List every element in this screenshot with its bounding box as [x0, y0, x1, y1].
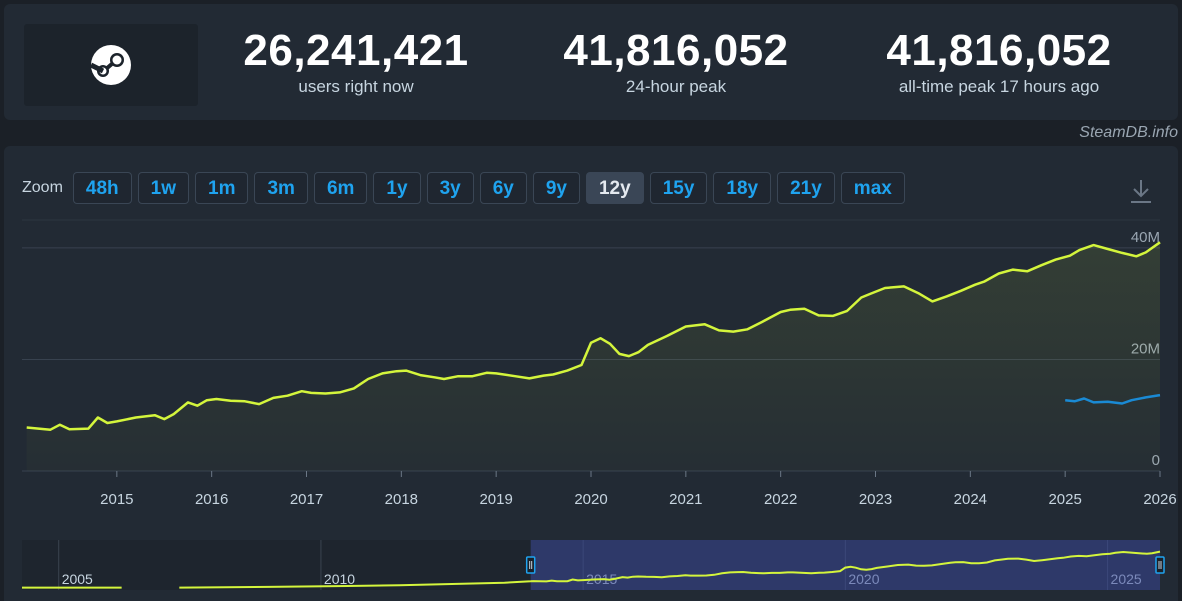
zoom-button-21y[interactable]: 21y	[777, 172, 835, 204]
y-tick-label: 40M	[1131, 229, 1160, 246]
x-tick-label: 2019	[479, 491, 512, 508]
all-time-peak-stat: 41,816,052 all-time peak 17 hours ago	[854, 26, 1144, 98]
download-button[interactable]	[1130, 178, 1152, 209]
x-tick-label: 2017	[290, 491, 323, 508]
steamdb-credit[interactable]: SteamDB.info	[1079, 124, 1178, 141]
x-tick-label: 2021	[669, 491, 702, 508]
current-users-stat: 26,241,421 users right now	[214, 26, 498, 98]
x-tick-label: 2025	[1048, 491, 1081, 508]
zoom-button-3m[interactable]: 3m	[254, 172, 308, 204]
zoom-button-48h[interactable]: 48h	[72, 172, 132, 204]
navigator-tick-label: 2010	[324, 571, 355, 587]
zoom-button-6m[interactable]: 6m	[313, 172, 368, 204]
x-tick-label: 2026	[1143, 491, 1176, 508]
zoom-button-1y[interactable]: 1y	[373, 172, 421, 204]
zoom-button-max[interactable]: max	[840, 172, 905, 204]
stats-panel: 26,241,421 users right now 41,816,052 24…	[4, 4, 1178, 120]
series-area	[26, 242, 1161, 471]
all-time-peak-label: all-time peak 17 hours ago	[898, 77, 1100, 96]
x-tick-label: 2024	[954, 491, 987, 508]
navigator-handle-left[interactable]	[525, 556, 536, 574]
all-time-peak-value: 41,816,052	[886, 26, 1112, 75]
navigator-tick-label: 2005	[62, 571, 93, 587]
zoom-button-6y[interactable]: 6y	[479, 172, 527, 204]
zoom-button-3y[interactable]: 3y	[426, 172, 474, 204]
navigator-handle-right[interactable]	[1155, 556, 1165, 574]
day-peak-stat: 41,816,052 24-hour peak	[534, 26, 818, 98]
zoom-button-12y[interactable]: 12y	[585, 172, 644, 204]
series-line-players	[26, 241, 1161, 431]
x-tick-label: 2015	[100, 491, 133, 508]
current-users-value: 26,241,421	[243, 26, 469, 75]
zoom-button-9y[interactable]: 9y	[532, 172, 580, 204]
app-logo[interactable]	[24, 24, 198, 106]
download-icon	[1131, 180, 1151, 203]
x-tick-label: 2023	[859, 491, 892, 508]
steam-logo-icon	[89, 45, 131, 85]
x-tick-label: 2018	[385, 491, 418, 508]
navigator-selection	[530, 540, 1160, 590]
current-users-label: users right now	[298, 77, 414, 96]
x-tick-label: 2022	[764, 491, 797, 508]
zoom-button-18y[interactable]: 18y	[713, 172, 772, 204]
day-peak-value: 41,816,052	[563, 26, 789, 75]
zoom-button-1m[interactable]: 1m	[195, 172, 249, 204]
day-peak-label: 24-hour peak	[625, 77, 727, 96]
series-line-secondary	[1065, 393, 1161, 405]
zoom-button-15y[interactable]: 15y	[649, 172, 708, 204]
zoom-label: Zoom	[22, 179, 63, 196]
x-tick-label: 2020	[574, 491, 607, 508]
x-tick-label: 2016	[195, 491, 228, 508]
zoom-controls: Zoom 48h 1w 1m 3m 6m 1y 3y 6y 9y 12y 15y 18y 21y max	[22, 170, 911, 206]
navigator-line	[179, 550, 1161, 589]
zoom-button-1w[interactable]: 1w	[137, 172, 190, 204]
